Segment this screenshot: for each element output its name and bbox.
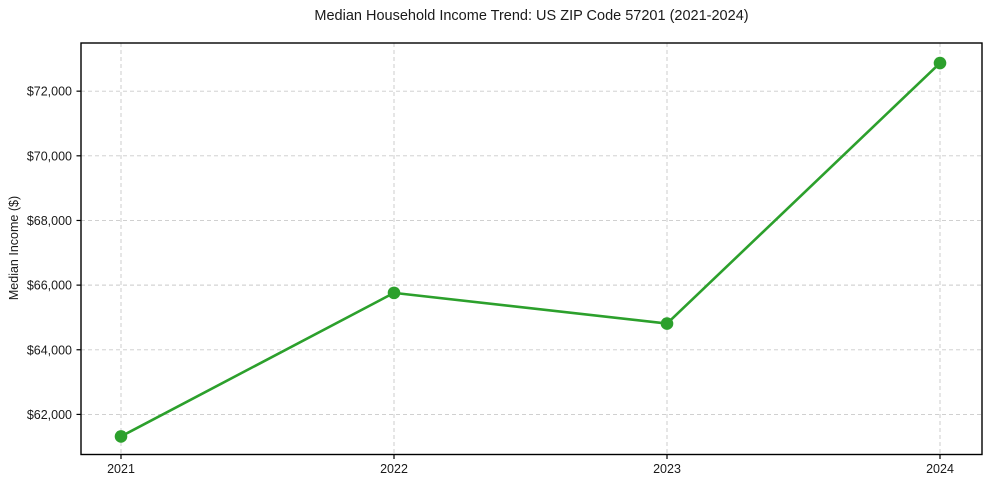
x-tick-label: 2023 xyxy=(653,462,681,476)
y-tick-label: $62,000 xyxy=(27,408,72,422)
data-point-2024 xyxy=(933,56,947,70)
data-point-2023 xyxy=(660,317,674,330)
data-point-2021 xyxy=(114,430,128,443)
x-tick-label: 2021 xyxy=(107,462,135,476)
plot-border xyxy=(80,42,983,456)
x-tick-label: 2022 xyxy=(380,462,408,476)
income-trend-line xyxy=(119,61,942,438)
y-tick-label: $68,000 xyxy=(27,214,72,228)
y-tick-label: $66,000 xyxy=(27,279,72,293)
y-tick-label: $72,000 xyxy=(27,85,72,99)
x-tick-label: 2024 xyxy=(926,462,954,476)
chart-title: Median Household Income Trend: US ZIP Co… xyxy=(314,8,749,24)
y-tick-label: $70,000 xyxy=(27,149,72,163)
y-tick-label: $64,000 xyxy=(27,343,72,357)
data-point-2022 xyxy=(387,286,401,300)
